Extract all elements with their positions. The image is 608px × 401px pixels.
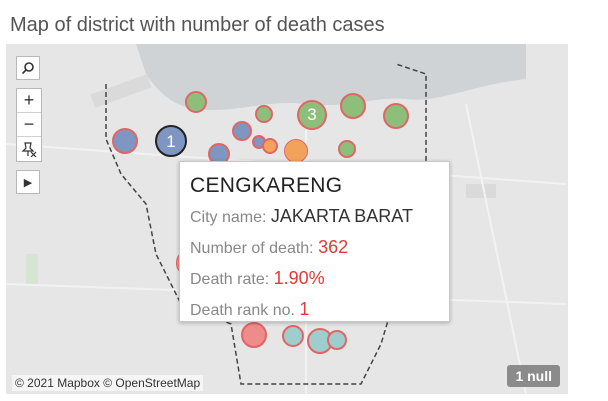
zoom-controls: + − <box>16 88 42 162</box>
tooltip-deaths-value: 362 <box>318 237 349 257</box>
district-marker[interactable] <box>241 322 267 348</box>
district-marker[interactable] <box>262 138 278 154</box>
district-marker[interactable] <box>284 139 308 163</box>
district-marker[interactable] <box>297 100 327 130</box>
tooltip-city-label: City name: <box>190 209 267 226</box>
map-controls: + − ▶ <box>16 56 42 194</box>
tooltip-deaths-label: Number of death: <box>190 240 314 257</box>
zoom-in-button[interactable]: + <box>17 89 41 113</box>
play-icon[interactable]: ▶ <box>16 170 40 194</box>
marker-label: 3 <box>307 105 317 124</box>
tooltip-rank-value: 1 <box>299 299 310 319</box>
tooltip-deaths-row: Number of death: 362 <box>190 237 439 258</box>
zoom-out-button[interactable]: − <box>17 113 41 137</box>
district-marker[interactable] <box>112 128 138 154</box>
district-marker[interactable] <box>338 140 356 158</box>
district-marker-selected[interactable] <box>155 125 187 157</box>
district-marker[interactable] <box>185 91 207 113</box>
district-marker[interactable] <box>282 325 304 347</box>
district-marker[interactable] <box>255 105 273 123</box>
district-marker[interactable] <box>327 330 347 350</box>
tooltip-rate-label: Death rate: <box>190 271 270 288</box>
tooltip-rate-row: Death rate: 1.90% <box>190 268 439 289</box>
tooltip-rate-value: 1.90% <box>273 268 325 288</box>
marker-label: 1 <box>166 132 176 151</box>
pin-icon[interactable] <box>17 137 41 161</box>
district-marker[interactable] <box>383 103 409 129</box>
chart-title: Map of district with number of death cas… <box>10 14 385 36</box>
tooltip-city-value: JAKARTA BARAT <box>270 206 413 226</box>
map-attribution[interactable]: © 2021 Mapbox © OpenStreetMap <box>12 375 204 391</box>
null-indicator[interactable]: 1 null <box>507 365 560 387</box>
tooltip-rank-row: Death rank no. 1 <box>190 299 439 320</box>
tooltip-rank-label: Death rank no. <box>190 302 295 319</box>
district-marker[interactable] <box>340 93 366 119</box>
search-icon[interactable] <box>16 56 40 80</box>
map-view[interactable]: + − ▶ 3 1 CENGKARENG City name: JAKARTA … <box>6 44 568 394</box>
tooltip-district-name: CENGKARENG <box>190 174 343 197</box>
district-tooltip: CENGKARENG City name: JAKARTA BARAT Numb… <box>179 161 450 322</box>
district-marker[interactable] <box>232 121 252 141</box>
tooltip-city-row: City name: JAKARTA BARAT <box>190 206 439 227</box>
sea-area <box>136 44 526 111</box>
